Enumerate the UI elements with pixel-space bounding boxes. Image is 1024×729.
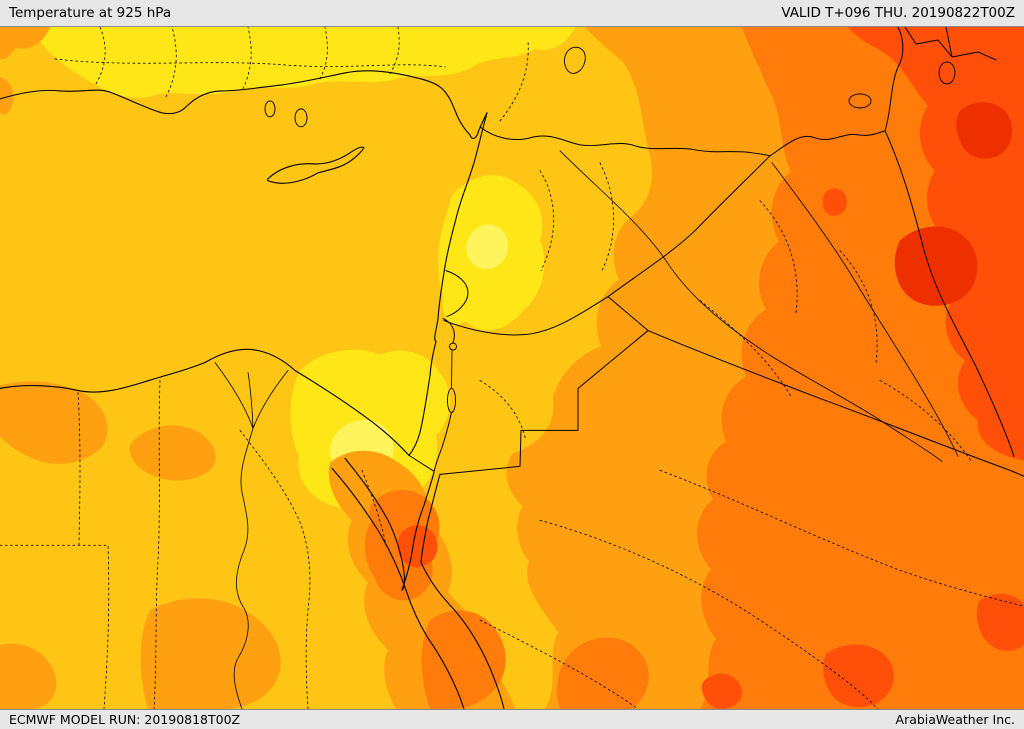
sinai-coastline xyxy=(344,457,435,591)
red-sea-east-coast xyxy=(420,473,505,709)
nile-river xyxy=(214,362,289,709)
map-area xyxy=(0,27,1024,709)
fill-orange-corner-2 xyxy=(0,76,14,115)
footer-bar: ECMWF MODEL RUN: 20190818T00Z ArabiaWeat… xyxy=(0,709,1024,729)
iran-iraq-border xyxy=(884,130,1015,457)
admin-line xyxy=(699,300,792,397)
fill-red-core-1 xyxy=(894,226,978,306)
lake-urmia xyxy=(938,61,956,85)
admin-line xyxy=(153,380,161,709)
admin-line xyxy=(77,392,81,546)
israel-jordan-border xyxy=(433,318,455,472)
fill-red-orange-iraq-spot xyxy=(822,188,847,216)
jordan-river xyxy=(451,350,453,389)
model-run-label: ECMWF MODEL RUN: 20190818T00Z xyxy=(9,712,241,727)
valid-time-label: VALID T+096 THU. 20190822T00Z xyxy=(781,5,1015,21)
admin-line xyxy=(499,40,529,122)
brand-label: ArabiaWeather Inc. xyxy=(895,712,1015,727)
admin-line xyxy=(479,619,639,709)
fill-dark-orange-saudi-spot xyxy=(556,637,649,709)
lake-beysehir xyxy=(264,100,276,118)
fill-dark-orange-red-sea-south xyxy=(421,610,506,709)
country-borders-layer xyxy=(408,27,1024,477)
map-title: Temperature at 925 hPa xyxy=(9,5,172,21)
fill-orange-egypt-coast xyxy=(0,381,108,464)
temperature-fill-layer xyxy=(0,27,1024,709)
admin-line xyxy=(165,27,177,98)
cyprus-coastline xyxy=(266,146,365,184)
admin-line xyxy=(659,469,1024,607)
temperature-map xyxy=(0,27,1024,709)
egypt-coastline xyxy=(0,348,410,456)
turkey-iran-border xyxy=(884,27,904,132)
israel-egypt-border xyxy=(408,454,435,472)
lake-tuz xyxy=(564,46,586,74)
syria-iraq-border xyxy=(607,155,771,298)
fill-orange-bottom-left xyxy=(0,643,57,709)
fill-red-core-2 xyxy=(956,102,1013,159)
euphrates-river xyxy=(559,150,943,462)
admin-line xyxy=(539,519,879,709)
water-features-layer xyxy=(214,46,959,709)
coastline-layer xyxy=(0,70,505,709)
fill-yellow-north-strip xyxy=(30,27,575,98)
admin-boundaries-layer xyxy=(0,27,1024,709)
jordan-saudi-border xyxy=(439,330,649,475)
lebanon-border xyxy=(445,270,469,318)
admin-line xyxy=(242,27,252,90)
fill-orange-corner-1 xyxy=(0,27,50,60)
admin-line xyxy=(389,27,400,75)
caucasus-borders xyxy=(904,27,997,61)
admin-line xyxy=(319,27,328,80)
admin-line xyxy=(54,58,446,68)
tigris-river xyxy=(771,162,959,457)
admin-line xyxy=(539,170,555,272)
iraq-saudi-border xyxy=(647,330,1024,477)
fill-red-orange-suez-spot xyxy=(397,525,438,568)
levant-coastline xyxy=(408,112,488,456)
admin-line xyxy=(0,544,110,709)
jordan-iraq-border xyxy=(607,296,649,332)
fill-red-orange-bottom-2 xyxy=(976,593,1024,651)
admin-line xyxy=(361,469,387,546)
lake-egirdir xyxy=(294,108,308,128)
turkey-iraq-border xyxy=(769,130,886,157)
fill-red-orange-bottom-1 xyxy=(823,644,894,708)
gulf-of-suez-red-sea-west-coast xyxy=(331,467,465,709)
turkey-coastline xyxy=(0,70,488,139)
lake-van xyxy=(848,93,872,109)
syria-jordan-border xyxy=(443,296,609,336)
turkey-syria-border xyxy=(479,126,771,157)
admin-line xyxy=(95,27,106,85)
header-bar: Temperature at 925 hPa VALID T+096 THU. … xyxy=(0,0,1024,27)
fill-red-orange-bottom-3 xyxy=(701,673,742,709)
fill-orange-south-egypt xyxy=(140,598,281,709)
fill-pale-yellow-lebanon xyxy=(466,224,508,270)
fill-orange-egypt-mid xyxy=(129,425,216,481)
